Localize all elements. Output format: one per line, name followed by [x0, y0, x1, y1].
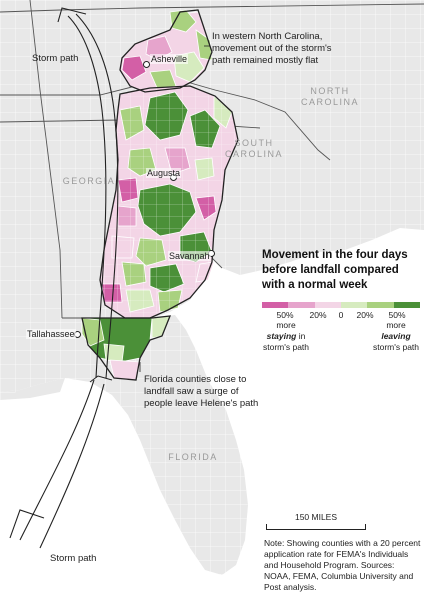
state-label-south-carolina: SOUTH CAROLINA [224, 138, 283, 159]
legend-caption-staying: more staying in storm's path [262, 320, 310, 353]
legend-title: Movement in the four days before landfal… [262, 249, 408, 291]
storm-path-label-bottom: Storm path [50, 553, 97, 564]
annotation-florida: Florida counties close to landfall saw a… [144, 374, 259, 409]
city-dot-asheville [143, 61, 150, 68]
legend-tick: 20% [309, 310, 327, 320]
legend-caption-leaving-rest: storm's path [372, 342, 420, 352]
city-label-asheville: Asheville [150, 54, 189, 64]
city-label-augusta: Augusta [146, 168, 182, 178]
legend-color-bar [262, 302, 420, 308]
legend-swatch-strong-leaving [393, 302, 420, 308]
legend-tick: 0 [338, 310, 344, 320]
legend-caption-staying-bold: staying [266, 331, 297, 341]
legend-caption-leaving: more leaving storm's path [372, 320, 420, 353]
legend-swatch-leaving [367, 302, 394, 308]
legend-tick: 50% [276, 310, 294, 320]
highlight-outline [81, 9, 239, 381]
legend-swatch-staying [288, 302, 315, 308]
legend-swatch-light-staying [314, 302, 341, 308]
legend-caption-leaving-bold: leaving [381, 331, 411, 341]
storm-path-arrows [9, 7, 119, 549]
legend-swatch-strong-staying [262, 302, 289, 308]
legend-ticks: 50% 20% 0 20% 50% [262, 308, 420, 320]
state-label-florida: FLORIDA [168, 452, 218, 462]
city-label-savannah: Savannah [168, 251, 211, 261]
scale-bar: 150 MILES [266, 512, 366, 530]
city-label-tallahassee: Tallahassee [26, 329, 76, 339]
annotation-north-carolina: In western North Carolina, movement out … [212, 31, 332, 66]
state-label-north-carolina: NORTH CAROLINA [300, 86, 359, 107]
scale-label: 150 MILES [294, 512, 338, 522]
source-note: Note: Showing counties with a 20 percent… [264, 538, 421, 592]
legend-caption-leaving-top: more [386, 320, 406, 330]
scale-bar-line [266, 524, 366, 530]
legend-swatch-light-leaving [340, 302, 368, 308]
legend: Movement in the four days before landfal… [262, 248, 422, 352]
storm-path-label-top: Storm path [32, 53, 79, 64]
legend-caption-staying-rest: in storm's path [262, 331, 310, 352]
annotation-leaders [139, 45, 210, 372]
legend-tick: 20% [356, 310, 374, 320]
legend-caption-staying-top: more [276, 320, 296, 330]
legend-tick: 50% [388, 310, 406, 320]
state-label-georgia: GEORGIA [62, 176, 116, 186]
